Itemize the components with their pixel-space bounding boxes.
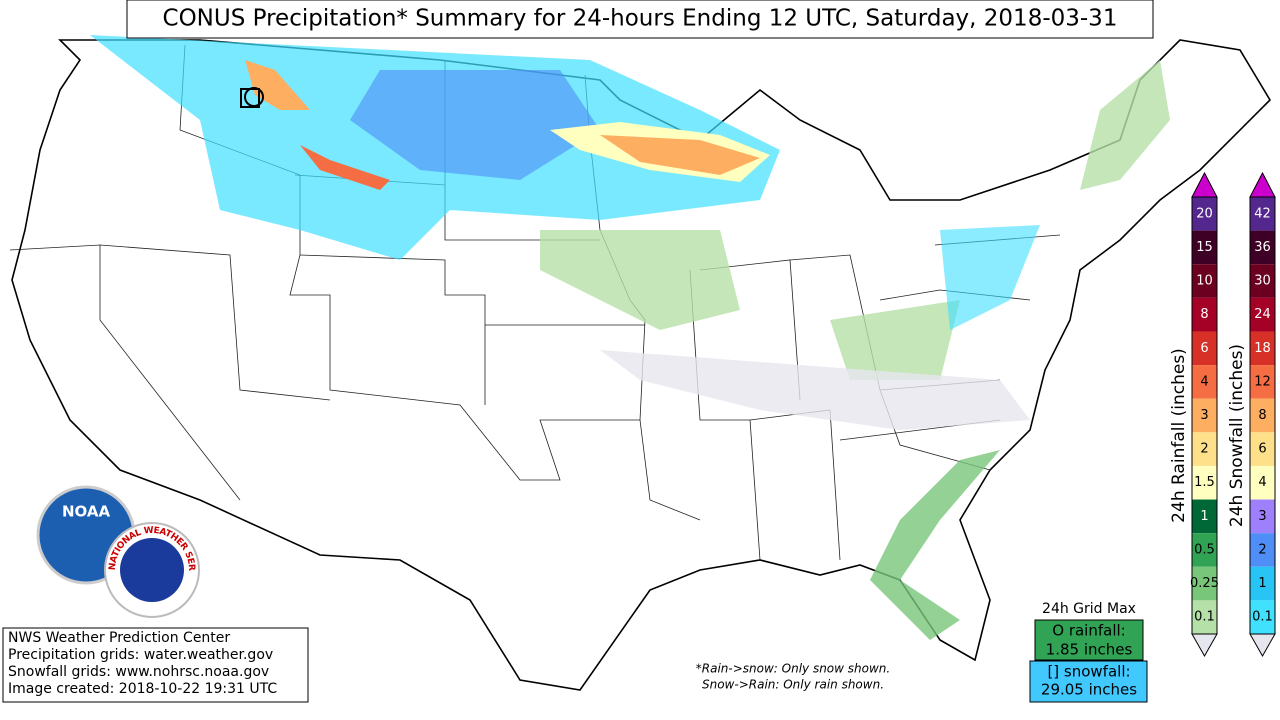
colorbar-label: 8 [1258,408,1266,423]
colorbar-label: 4 [1258,475,1266,490]
colorbar-label: 42 [1254,206,1271,221]
colorbar-swatch [1192,331,1217,366]
colorbar-label: 1.5 [1194,475,1215,490]
colorbar-frame [1191,196,1218,635]
colorbar-label: 36 [1254,240,1271,255]
colorbar-frame [1249,196,1276,635]
colorbar-label: 6 [1200,341,1208,356]
colorbar-swatch [1250,365,1275,399]
colorbar-label: 15 [1196,240,1213,255]
colorbar-swatch [1192,197,1217,231]
credit-line: Image created: 2018-10-22 19:31 UTC [8,681,277,697]
credits: NWS Weather Prediction CenterPrecipitati… [8,630,277,697]
colorbar-swatch [1250,499,1275,534]
rain-max-value: 1.85 inches [1046,641,1133,659]
rain-max-box [1034,619,1144,661]
credit-line: Snowfall grids: www.nohrsc.noaa.gov [8,664,269,680]
note: *Rain->snow: Only snow shown. [696,662,890,676]
noaa-logo-text: NOAA [62,503,111,521]
colorbar-swatch [1192,566,1217,601]
colorbar-swatch [1250,197,1275,231]
colorbar-label: 3 [1200,408,1208,423]
colorbar-label: 0.1 [1194,610,1215,625]
colorbar-label: 24 [1254,307,1271,322]
colorbar-swatch [1192,230,1217,265]
colorbar-label: 4 [1200,374,1208,389]
credit-line: Precipitation grids: water.weather.gov [8,647,273,663]
colorbar-label: 2 [1200,442,1208,457]
title-box [126,0,1154,39]
colorbar-swatch [1250,465,1275,500]
colorbar-label: 12 [1254,374,1271,389]
note: Snow->Rain: Only rain shown. [702,678,884,692]
colorbar-swatch [1250,533,1275,567]
colorbar-label: 20 [1196,206,1213,221]
colorbar-swatch [1250,297,1275,332]
colorbar-swatch [1192,465,1217,500]
snow-max-label: [] snowfall: [1047,663,1130,681]
colorbar-swatch [1250,432,1275,466]
colorbar-label: 1 [1200,509,1208,524]
colorbar-swatch [1250,331,1275,366]
colorbar-label: 8 [1200,307,1208,322]
snow-max-value: 29.05 inches [1041,681,1137,699]
nws-logo-center [120,538,184,602]
colorbar-swatch [1192,600,1217,634]
grid-max-title: 24h Grid Max [1042,601,1136,617]
colorbar-label: 6 [1258,442,1266,457]
colorbar-swatch [1192,297,1217,332]
colorbar-swatch [1192,365,1217,399]
credits-box [2,627,309,703]
colorbar-label: 0.5 [1194,542,1215,557]
colorbar-swatch [1250,600,1275,634]
rain-max-label: O rainfall: [1052,622,1125,640]
colorbar-label: 0.25 [1190,576,1219,591]
rain-max-marker [244,87,264,107]
colorbar-title: 24h Snowfall (inches) [1227,344,1247,527]
colorbar-swatch [1250,230,1275,265]
colorbar-label: 1 [1258,576,1266,591]
colorbar-label: 18 [1254,341,1271,356]
colorbar-swatch [1192,499,1217,534]
snow-max-box [1029,660,1148,703]
colorbar-label: 10 [1196,274,1213,289]
colorbar-swatch [1250,566,1275,601]
colorbar-swatch [1192,264,1217,298]
colorbar-swatch [1192,533,1217,567]
colorbars: 20 15 10 8 6 4 3 2 1.5 1 0.5 0.25 0.1 24h Rainfall (i… [1169,171,1276,658]
title: CONUS Precipitation* Summary for 24-hour… [163,6,1118,32]
credit-line: NWS Weather Prediction Center [8,630,230,646]
colorbar-title: 24h Rainfall (inches) [1169,348,1189,523]
colorbar-label: 30 [1254,274,1271,289]
precip-shading [90,35,1170,640]
colorbar-swatch [1192,398,1217,433]
colorbar-label: 3 [1258,509,1266,524]
coastline [11,39,1272,691]
colorbar-swatch [1250,264,1275,298]
colorbar-label: 0.1 [1252,610,1273,625]
colorbar-label: 2 [1258,542,1266,557]
colorbar-swatch [1250,398,1275,433]
colorbar-swatch [1192,432,1217,466]
